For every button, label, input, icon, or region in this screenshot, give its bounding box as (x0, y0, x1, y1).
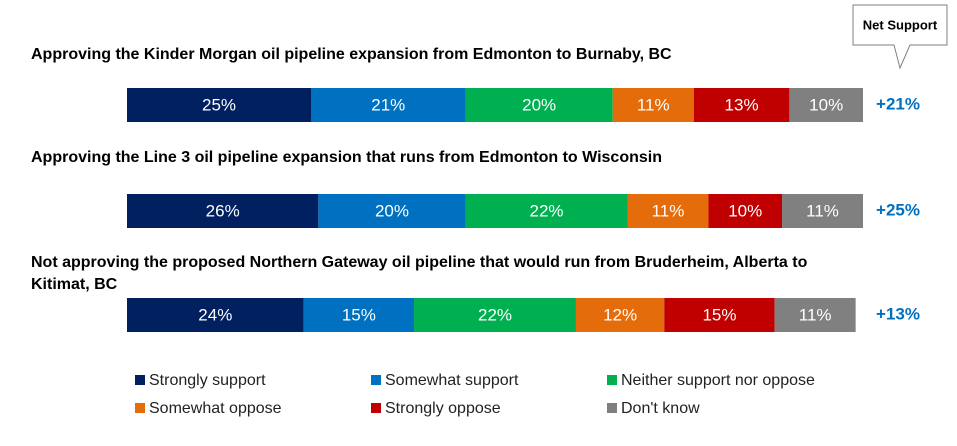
net-support-title: Net Support (863, 17, 938, 32)
legend-swatch (607, 375, 617, 385)
legend-label: Somewhat oppose (149, 400, 282, 417)
value-label: 15% (702, 305, 736, 324)
legend-label: Strongly oppose (385, 400, 501, 417)
bar-segment (612, 88, 694, 122)
bar-segment (575, 298, 665, 332)
callout (852, 4, 948, 70)
legend-label: Don't know (621, 400, 700, 417)
legend-label: Neither support nor oppose (621, 372, 815, 389)
bar-segment (414, 298, 576, 332)
question: Approving the Kinder Morgan oil pipeline… (31, 46, 672, 63)
value-label: 11% (799, 305, 832, 324)
value-label: 25% (202, 95, 236, 114)
bar-segment (782, 194, 863, 228)
legend-swatch (135, 403, 145, 413)
value-label: 22% (530, 201, 564, 220)
value-label: 11% (637, 95, 670, 114)
net-support-value: +13% (876, 304, 920, 323)
value-label: 20% (522, 95, 556, 114)
value-label: 11% (806, 201, 839, 220)
bar-segment (627, 194, 709, 228)
legend-label: Strongly support (149, 372, 266, 389)
bar-segment (127, 194, 319, 228)
net-support-value: +25% (876, 200, 920, 219)
value-label: 26% (206, 201, 240, 220)
bar-segment (774, 298, 856, 332)
question: Approving the Line 3 oil pipeline expans… (31, 149, 662, 166)
legend-swatch (607, 403, 617, 413)
bar-segment (127, 298, 304, 332)
question: Not approving the proposed Northern Gate… (31, 254, 808, 293)
bar-segment (708, 194, 783, 228)
legend-swatch (371, 375, 381, 385)
value-label: 15% (342, 305, 376, 324)
bar-segment (789, 88, 863, 122)
value-label: 13% (725, 95, 759, 114)
net-support-value: +21% (876, 94, 920, 113)
value-label: 22% (478, 305, 512, 324)
value-label: 24% (198, 305, 232, 324)
bar-segment (465, 88, 613, 122)
value-label: 21% (371, 95, 405, 114)
value-label: 10% (809, 95, 843, 114)
value-label: 11% (652, 201, 685, 220)
value-label: 20% (375, 201, 409, 220)
bar-segment (127, 88, 311, 122)
legend-swatch (135, 375, 145, 385)
legend-swatch (371, 403, 381, 413)
value-label: 10% (728, 201, 762, 220)
bar-segment (303, 298, 415, 332)
bar-segment (318, 194, 466, 228)
legend-label: Somewhat support (385, 372, 519, 389)
bar-segment (693, 88, 790, 122)
bar-segment (465, 194, 628, 228)
bar-segment (664, 298, 775, 332)
value-label: 12% (603, 305, 637, 324)
bar-segment (311, 88, 466, 122)
